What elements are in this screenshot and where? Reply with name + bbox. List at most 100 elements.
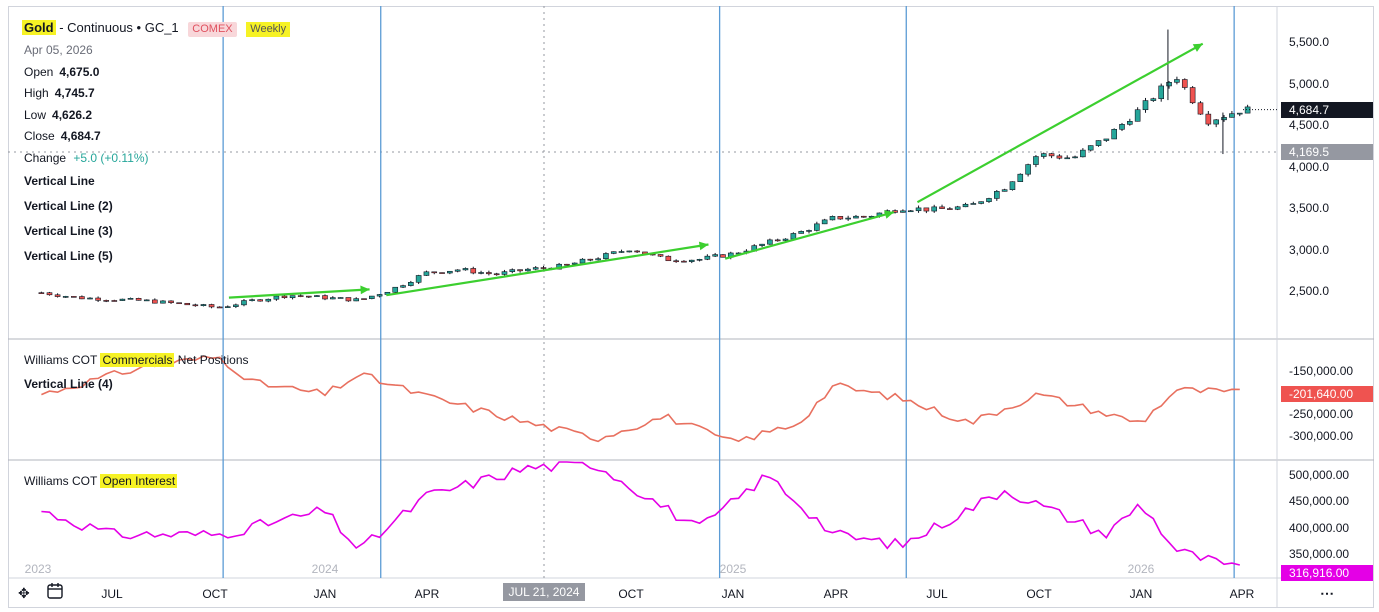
price-tick: 3,000.0 (1289, 243, 1330, 257)
candle-body (70, 296, 77, 298)
timeframe-badge[interactable]: Weekly (246, 22, 291, 37)
candle-body (431, 271, 438, 274)
calendar-icon[interactable] (46, 582, 64, 603)
legend-close: Close 4,684.7 (24, 130, 101, 142)
candle-body (447, 270, 453, 274)
candle-body (208, 304, 215, 308)
candle-body (704, 255, 711, 260)
candle-body (907, 210, 914, 213)
candle-body (103, 300, 110, 302)
candle-body (486, 272, 492, 275)
candle-body (790, 233, 797, 240)
month-label: OCT (618, 587, 644, 601)
candle-body (1033, 156, 1039, 165)
candle-body (289, 295, 296, 299)
candle-body (673, 260, 679, 263)
candle-body (915, 207, 922, 212)
candle-body (160, 300, 166, 304)
drawing-vertical-line-4[interactable]: Vertical Line (4) (24, 377, 113, 391)
candle-body (595, 258, 601, 261)
year-label: 2023 (24, 562, 52, 576)
trend-arrow (916, 42, 1204, 204)
oi-last-badge: 316,916.00 (1281, 565, 1373, 581)
commercials-highlight: Commercials (100, 353, 175, 367)
oi-tick: 350,000.00 (1289, 547, 1350, 561)
commercials-pane-title[interactable]: Williams COT Commercials Net Positions (24, 353, 249, 367)
drawing-vertical-line-1[interactable]: Vertical Line (24, 174, 95, 188)
candle-body (720, 254, 726, 258)
drawing-vertical-line-5[interactable]: Vertical Line (5) (24, 249, 113, 263)
month-label: APR (823, 587, 849, 601)
candle-body (111, 300, 118, 302)
candle-body (837, 216, 844, 220)
candle-body (176, 302, 182, 305)
candle-body (1017, 173, 1024, 182)
candle-body (829, 216, 836, 221)
commercials-last-badge: -201,640.00 (1281, 386, 1373, 402)
candle-body (1119, 124, 1125, 130)
candle-body (152, 299, 158, 304)
candle-body (1213, 119, 1219, 125)
candle-body (603, 253, 609, 260)
more-icon[interactable]: ⋯ (1320, 585, 1334, 601)
candle-body (532, 267, 539, 270)
candle-body (1166, 82, 1172, 87)
commercials-tick: -300,000.00 (1289, 429, 1354, 443)
candle-body (978, 201, 984, 204)
candle-body (257, 299, 263, 302)
candle-body (986, 198, 992, 202)
candle-body (681, 260, 687, 263)
candle-body (696, 259, 703, 261)
open-label: Open (24, 65, 54, 79)
symbol-name: Gold (22, 20, 56, 35)
commercials-prefix: Williams COT (24, 353, 101, 367)
symbol-title[interactable]: Gold - Continuous • GC_1 COMEX Weekly (22, 20, 291, 37)
candle-body (216, 306, 223, 309)
oi-tick: 450,000.00 (1289, 494, 1350, 508)
candle-body (712, 254, 718, 257)
exchange-badge: COMEX (188, 22, 237, 37)
trend-arrow-head (360, 285, 370, 295)
candle-body (184, 302, 191, 306)
candle-body (1205, 113, 1212, 125)
candle-body (337, 297, 344, 299)
candle-body (806, 230, 812, 232)
candle-body (1181, 79, 1188, 88)
candle-body (1056, 155, 1063, 159)
candle-body (38, 292, 45, 294)
high-value: 4,745.7 (54, 86, 95, 100)
candle-body (415, 275, 422, 283)
crosshair-date-badge: JUL 21, 2024 (503, 583, 585, 601)
symbol-description: - Continuous • GC_1 (55, 20, 179, 35)
candle-body (493, 273, 500, 276)
month-label: JUL (926, 587, 948, 601)
candle-body (1103, 138, 1110, 141)
candle-body (1080, 149, 1086, 158)
move-icon[interactable]: ✥ (18, 585, 30, 601)
year-label: 2026 (1127, 562, 1155, 576)
month-label: APR (1229, 587, 1255, 601)
candle-body (376, 294, 383, 297)
candle-body (1025, 164, 1031, 175)
drawing-vertical-line-2[interactable]: Vertical Line (2) (24, 199, 113, 213)
change-label: Change (24, 151, 67, 165)
candle-body (79, 296, 85, 300)
candle-body (439, 272, 445, 274)
trend-arrow (724, 211, 895, 260)
oi-tick: 500,000.00 (1289, 468, 1350, 482)
oi-tick: 400,000.00 (1289, 521, 1350, 535)
month-label: APR (414, 587, 440, 601)
candle-body (353, 298, 360, 302)
candle-body (297, 295, 304, 297)
candle-body (478, 272, 484, 274)
candle-body (1189, 87, 1196, 104)
candle-body (192, 304, 199, 307)
candle-body (571, 262, 578, 265)
oi-highlight: Open Interest (100, 474, 178, 488)
drawing-vertical-line-3[interactable]: Vertical Line (3) (24, 224, 113, 238)
open-interest-pane-title[interactable]: Williams COT Open Interest (24, 474, 178, 488)
candle-body (143, 299, 150, 302)
candle-body (1001, 189, 1008, 192)
month-label: OCT (202, 587, 228, 601)
